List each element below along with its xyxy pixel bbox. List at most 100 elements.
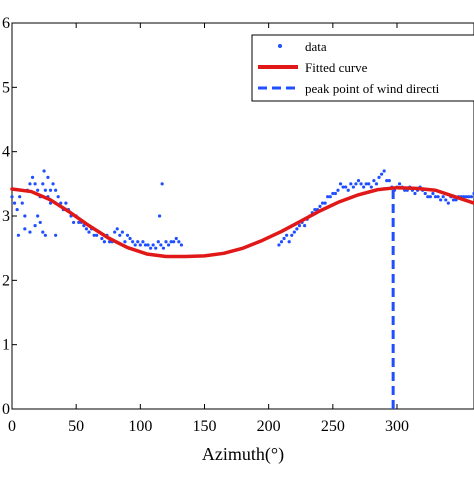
data-point: [323, 201, 327, 205]
legend-data-marker: [278, 44, 282, 48]
data-point: [115, 227, 119, 231]
data-point: [38, 220, 42, 225]
data-point: [100, 236, 104, 241]
data-point: [136, 240, 140, 244]
data-point: [82, 224, 86, 228]
data-point: [292, 230, 296, 234]
data-point: [287, 240, 291, 244]
y-tick-label: 3: [2, 208, 10, 225]
data-point: [426, 195, 430, 199]
data-point: [113, 230, 117, 234]
data-point: [42, 169, 46, 173]
data-point: [149, 246, 153, 250]
data-point: [179, 243, 183, 247]
data-point: [48, 188, 53, 192]
data-point: [16, 233, 21, 237]
data-point: [382, 169, 386, 173]
data-point: [372, 179, 376, 183]
data-point: [297, 224, 302, 228]
data-point: [154, 246, 158, 250]
data-point: [30, 175, 35, 179]
data-point: [131, 240, 135, 244]
data-point: [102, 240, 106, 244]
data-point: [444, 198, 448, 202]
data-point: [320, 201, 325, 205]
data-point: [36, 214, 40, 218]
fitted-curve: [10, 185, 474, 259]
x-tick-label: 0: [8, 418, 16, 435]
data-point: [469, 195, 474, 199]
data-point: [431, 191, 435, 196]
data-point: [51, 182, 55, 186]
data-point: [33, 224, 37, 228]
data-point: [23, 227, 27, 231]
data-point: [28, 182, 32, 186]
data-point: [87, 230, 91, 234]
data-point: [18, 195, 22, 199]
data-point: [369, 185, 373, 189]
x-tick-label: 250: [321, 418, 345, 435]
x-tick-label: 50: [68, 418, 84, 435]
data-point: [423, 191, 427, 196]
x-tick-label: 150: [193, 418, 217, 435]
data-point: [41, 230, 45, 234]
data-point: [33, 182, 37, 186]
data-point: [331, 191, 335, 196]
data-point: [374, 182, 379, 186]
data-point: [164, 240, 168, 244]
y-tick-label: 2: [2, 272, 10, 289]
data-point: [23, 214, 27, 218]
data-point: [282, 236, 286, 241]
data-point: [157, 214, 162, 218]
data-point: [313, 207, 317, 212]
data-point: [328, 195, 332, 199]
data-point: [285, 233, 289, 237]
data-point: [84, 227, 89, 231]
data-layer: [10, 169, 474, 250]
data-point: [326, 195, 330, 199]
y-tick-label: 4: [2, 144, 10, 161]
data-point: [290, 233, 294, 237]
data-point: [160, 182, 164, 186]
data-point: [439, 198, 443, 202]
data-point: [72, 220, 76, 225]
data-point: [464, 195, 468, 199]
data-point: [12, 201, 17, 205]
data-point: [169, 240, 173, 244]
data-point: [338, 182, 343, 186]
y-tick-label: 1: [2, 337, 10, 354]
data-point: [92, 233, 96, 237]
data-point: [446, 201, 450, 205]
data-point: [172, 240, 176, 244]
data-point: [20, 201, 24, 205]
data-point: [359, 182, 363, 186]
data-point: [43, 233, 47, 237]
data-point: [107, 240, 112, 244]
data-point: [349, 182, 353, 186]
ticks-layer: 0 50 100 150 200 250 300 0 1 2 3 4 5 6: [2, 15, 409, 435]
data-point: [10, 195, 14, 199]
data-point: [413, 191, 417, 196]
data-point: [156, 240, 160, 244]
data-point: [351, 185, 355, 189]
data-point: [161, 246, 166, 250]
data-point: [364, 182, 368, 186]
y-tick-label: 6: [2, 15, 10, 32]
data-point: [277, 243, 281, 247]
data-point: [346, 188, 350, 192]
data-point: [367, 182, 371, 186]
data-point: [356, 179, 361, 183]
data-point: [77, 220, 81, 225]
legend-fit-label: Fitted curve: [305, 60, 368, 75]
data-point: [54, 233, 58, 237]
data-point: [174, 236, 178, 241]
data-point: [95, 233, 99, 237]
data-point: [387, 179, 391, 183]
data-point: [451, 198, 456, 202]
data-point: [433, 195, 438, 199]
data-point: [462, 195, 466, 199]
data-point: [46, 175, 50, 179]
data-point: [133, 243, 137, 247]
